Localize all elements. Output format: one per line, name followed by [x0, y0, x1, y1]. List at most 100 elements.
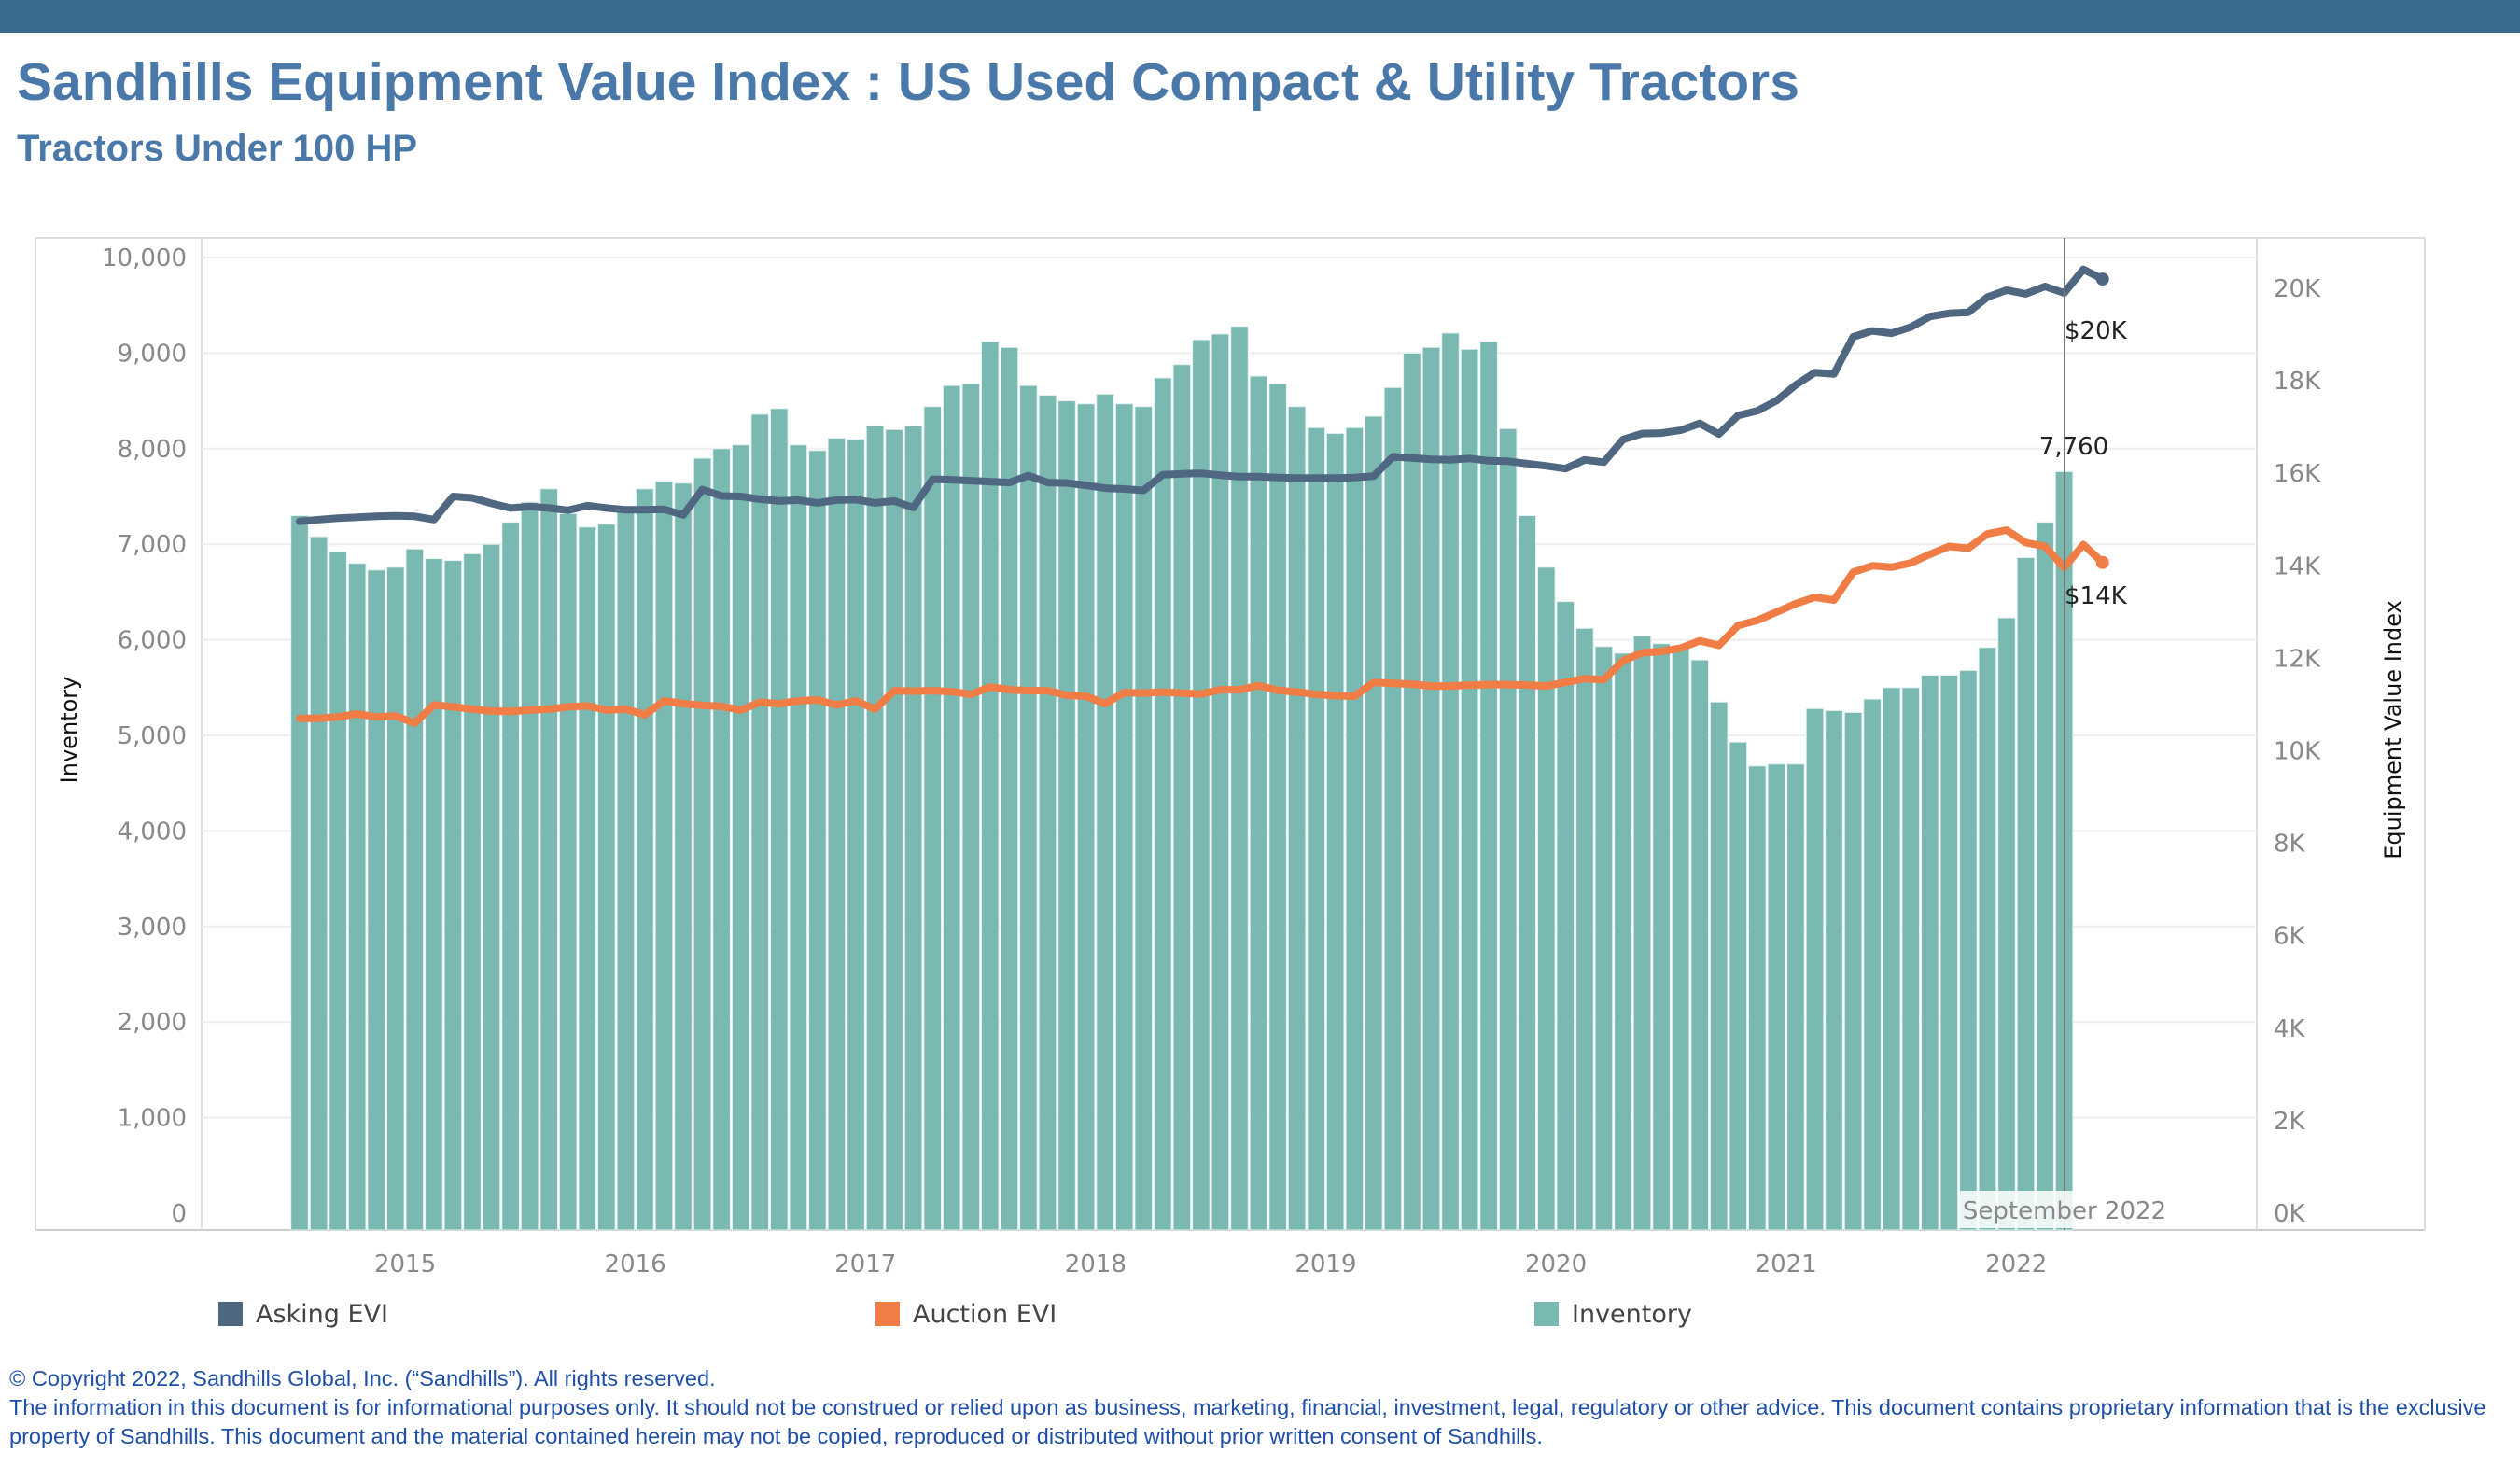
inventory-value-label: 7,760 [2039, 433, 2108, 461]
inventory-bar [750, 413, 770, 1231]
inventory-bar [1748, 765, 1767, 1231]
auction-evi-line [296, 526, 2107, 727]
legend-asking-label: Asking EVI [256, 1299, 389, 1329]
legend-asking: Asking EVI [218, 1295, 388, 1333]
inventory-bar [1460, 348, 1479, 1231]
page-title: Sandhills Equipment Value Index : US Use… [17, 52, 1799, 112]
inventory-bar [425, 558, 443, 1231]
inventory-bar [501, 522, 520, 1231]
inventory-bar [1365, 415, 1383, 1231]
asking-evi-marker [2095, 272, 2109, 286]
x-tick-label: 2022 [1985, 1250, 2047, 1278]
left-tick-label: 8,000 [118, 436, 187, 464]
inventory-bar [1614, 652, 1632, 1231]
inventory-bar [1096, 393, 1114, 1231]
x-tick-label: 2019 [1295, 1250, 1356, 1278]
left-tick-label: 1,000 [118, 1105, 187, 1133]
legend-inventory: Inventory [1534, 1295, 1692, 1333]
asking-value-label: $20K [2065, 317, 2128, 345]
inventory-bar [443, 560, 463, 1231]
combo-chart: 0 1,000 2,000 3,000 4,000 5,000 6,000 7,000 8,00… [35, 237, 2426, 1278]
inventory-bar [309, 536, 329, 1231]
legend-inventory-swatch [1534, 1302, 1559, 1326]
left-tick-label: 2,000 [118, 1009, 187, 1037]
x-tick-label: 2020 [1525, 1250, 1587, 1278]
x-axis-ticks: 2015 2016 2017 2018 2019 2020 2021 2022 [374, 1250, 2047, 1278]
inventory-bar [1805, 707, 1825, 1231]
inventory-bar [789, 444, 808, 1231]
inventory-bar [770, 408, 789, 1231]
date-label: September 2022 [1963, 1197, 2166, 1225]
inventory-bar [903, 425, 923, 1231]
inventory-bars [290, 326, 2074, 1231]
date-label-bg [1958, 1191, 2171, 1228]
inventory-bar [1997, 617, 2016, 1231]
inventory-bar [2016, 557, 2036, 1231]
inventory-bar [1307, 426, 1326, 1231]
inventory-bar [1901, 687, 1921, 1231]
inventory-bar [865, 425, 885, 1231]
evi-lines [296, 265, 2107, 727]
inventory-bar [1767, 763, 1786, 1231]
left-axis-title: Inventory [56, 677, 82, 784]
legend-asking-swatch [218, 1302, 243, 1326]
legend-auction: Auction EVI [875, 1295, 1057, 1333]
inventory-bar [290, 515, 309, 1231]
inventory-bar [1345, 426, 1365, 1231]
annotations: September 2022 7,760 $20K $14K [1958, 238, 2171, 1230]
inventory-bar [539, 488, 559, 1231]
inventory-bar [1825, 709, 1843, 1231]
right-tick-label: 18K [2274, 368, 2321, 396]
left-tick-label: 0 [171, 1200, 187, 1228]
inventory-bar [1498, 427, 1518, 1231]
inventory-bar [942, 384, 961, 1231]
inventory-bar [1632, 636, 1652, 1231]
left-tick-label: 10,000 [102, 245, 187, 272]
right-tick-label: 14K [2274, 552, 2321, 580]
left-tick-label: 5,000 [118, 722, 187, 750]
x-tick-label: 2017 [834, 1250, 896, 1278]
right-tick-label: 6K [2274, 923, 2306, 951]
inventory-bar [1038, 395, 1057, 1231]
left-tick-label: 9,000 [118, 340, 187, 368]
inventory-bar [1863, 698, 1882, 1231]
right-axis-title: Equipment Value Index [2380, 600, 2406, 859]
inventory-bar [1556, 601, 1575, 1231]
left-tick-label: 7,000 [118, 531, 187, 559]
right-tick-label: 12K [2274, 645, 2321, 673]
inventory-bar [1421, 346, 1441, 1231]
page-subtitle: Tractors Under 100 HP [17, 128, 418, 169]
left-tick-label: 4,000 [118, 817, 187, 845]
footer: © Copyright 2022, Sandhills Global, Inc.… [9, 1364, 2492, 1451]
x-tick-label: 2021 [1756, 1250, 1817, 1278]
left-tick-label: 6,000 [118, 627, 187, 655]
inventory-bar [1479, 341, 1498, 1231]
inventory-bar [827, 438, 847, 1231]
header-bar [0, 0, 2520, 33]
inventory-bar [1786, 763, 1805, 1231]
right-tick-label: 8K [2274, 831, 2306, 859]
right-tick-label: 2K [2274, 1108, 2306, 1136]
right-tick-label: 16K [2274, 460, 2321, 488]
inventory-bar [1249, 375, 1268, 1231]
x-tick-label: 2018 [1065, 1250, 1127, 1278]
inventory-bar [1172, 364, 1192, 1231]
right-tick-label: 4K [2274, 1015, 2306, 1043]
inventory-bar [2036, 522, 2054, 1231]
inventory-bar [386, 566, 405, 1231]
inventory-bar [636, 488, 654, 1231]
inventory-bar [329, 551, 347, 1231]
inventory-bar [1325, 432, 1345, 1231]
inventory-bar [1000, 346, 1019, 1231]
inventory-bar [616, 505, 636, 1231]
inventory-bar [405, 548, 425, 1231]
inventory-bar [578, 526, 597, 1231]
inventory-bar [1671, 647, 1690, 1231]
inventory-bar [885, 428, 903, 1231]
inventory-bar [1709, 701, 1729, 1231]
inventory-bar [731, 444, 750, 1231]
inventory-bar [1690, 659, 1710, 1231]
legend-auction-swatch [875, 1302, 900, 1326]
inventory-bar [1019, 384, 1038, 1231]
inventory-bar [520, 501, 539, 1231]
